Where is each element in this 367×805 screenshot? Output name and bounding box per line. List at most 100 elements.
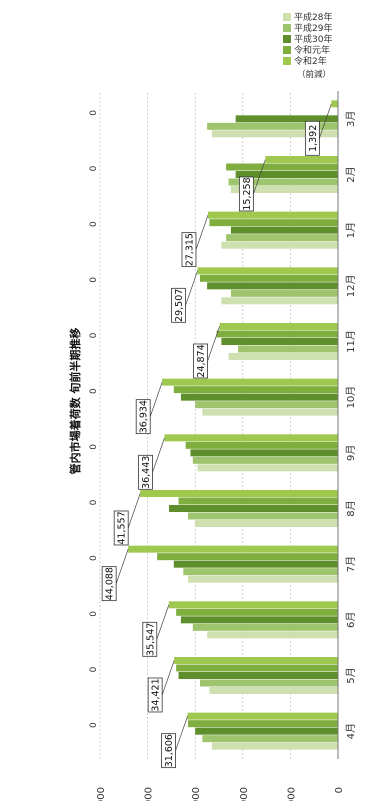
bar [176, 608, 338, 616]
x-tick-label: 7月 [345, 556, 357, 572]
bar [195, 520, 338, 527]
bar [178, 672, 338, 679]
bar [174, 657, 338, 664]
legend-swatch [283, 46, 291, 54]
bar [188, 720, 338, 728]
bar [176, 664, 338, 672]
legend-swatch [283, 13, 291, 21]
bar [173, 560, 338, 568]
data-labels: 31,606 0 34,421 0 35,547 0 44,088 0 41,557 0 36,44… [89, 103, 332, 769]
bar [238, 345, 338, 353]
y-tick-label: 10,000 [286, 787, 297, 801]
data-label-leader [152, 437, 165, 473]
data-label-box [171, 287, 186, 323]
bar [168, 601, 338, 609]
zero-label: 0 [89, 555, 99, 561]
bar [230, 289, 338, 297]
bar [199, 679, 338, 687]
bar [173, 386, 338, 394]
x-tick-label: 6月 [345, 612, 357, 628]
data-label-leader [319, 103, 332, 139]
bar [202, 735, 338, 743]
x-tick-label: 5月 [345, 667, 357, 683]
legend-label: 平成28年 [294, 11, 332, 23]
data-label: 1,392 [308, 125, 319, 152]
bar [207, 282, 338, 290]
y-tick-label: 50,000 [96, 787, 107, 801]
data-label-leader [115, 549, 129, 584]
bar [226, 163, 338, 171]
legend-swatch [283, 57, 291, 65]
data-label-leader [156, 604, 170, 640]
bar [230, 186, 338, 193]
data-label-box [193, 343, 208, 379]
bar [157, 553, 338, 561]
x-tick-label: 3月 [345, 111, 357, 127]
data-label: 36,934 [139, 400, 150, 433]
zero-label: 0 [89, 165, 99, 171]
bar [188, 575, 338, 583]
zero-label: 0 [89, 611, 99, 617]
zero-label: 0 [89, 444, 99, 450]
bar [180, 616, 338, 624]
data-label-leader [253, 159, 266, 195]
zero-label: 0 [89, 277, 99, 283]
legend-label: 平成29年 [294, 22, 332, 34]
bar [199, 274, 338, 282]
data-label-leader [195, 215, 209, 250]
data-label: 35,547 [145, 623, 156, 656]
axes: 0 10,000 20,000 30,000 40,000 50,000 4月 5月 6月 7月 8… [96, 91, 357, 805]
zero-label: 0 [89, 666, 99, 672]
bar [195, 727, 338, 735]
bars [128, 100, 339, 750]
data-label: 36,443 [141, 456, 152, 489]
bar [226, 234, 338, 242]
bar [331, 100, 339, 108]
legend-label: 令和2年 [294, 55, 327, 67]
bar [128, 545, 338, 553]
data-label: 27,315 [184, 233, 195, 266]
bar [162, 378, 338, 386]
legend-label: 令和元年 [294, 44, 330, 56]
bar [195, 401, 338, 409]
bar [187, 712, 338, 720]
y-tick-label: 0 [334, 787, 345, 793]
zero-label: 0 [89, 332, 99, 338]
data-label: 41,557 [117, 511, 128, 544]
legend-swatch [283, 35, 291, 43]
chart-title: 管内市場着荷数 旬前半期推移 [68, 328, 82, 475]
legend-swatch [283, 24, 291, 32]
title-layer: 管内市場着荷数 旬前半期推移 [68, 328, 82, 475]
bar [209, 219, 338, 227]
data-label-box [142, 621, 158, 657]
x-tick-label: 11月 [345, 330, 357, 353]
data-label: 44,088 [105, 567, 116, 600]
bar [207, 631, 338, 639]
bar [228, 178, 339, 186]
bar [169, 505, 338, 512]
data-label-box [135, 399, 151, 435]
data-label-leader [149, 382, 163, 417]
bar [178, 497, 338, 505]
bar [197, 464, 338, 472]
y-tick-label: 40,000 [144, 787, 155, 801]
bar [164, 434, 338, 442]
bar [235, 115, 338, 123]
bar [192, 623, 338, 631]
data-label-box [101, 566, 117, 602]
bar [202, 408, 338, 416]
zero-label: 0 [89, 110, 99, 116]
data-label-box [113, 510, 129, 546]
data-label-leader [175, 716, 188, 751]
bar [230, 226, 338, 234]
bar [221, 338, 339, 345]
bar [188, 512, 338, 520]
bar [211, 742, 338, 750]
x-tick-label: 9月 [345, 445, 357, 461]
zero-label: 0 [89, 221, 99, 227]
zero-label: 0 [89, 722, 99, 728]
bar [209, 687, 338, 694]
data-label-box [147, 677, 163, 713]
